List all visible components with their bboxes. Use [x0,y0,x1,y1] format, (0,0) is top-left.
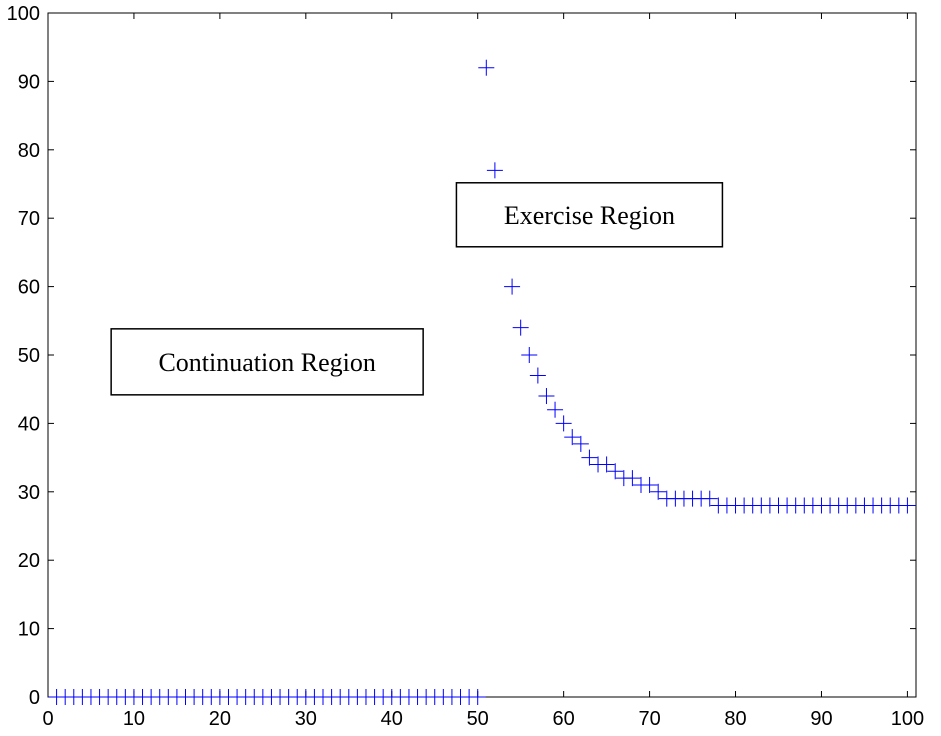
x-tick-label: 10 [123,708,145,730]
x-tick-label: 40 [381,708,403,730]
x-tick-label: 0 [42,708,53,730]
data-point [478,59,495,76]
y-tick-label: 80 [18,140,40,162]
data-point [572,435,589,452]
annotation-box [455,182,724,248]
x-tick-label: 20 [209,708,231,730]
x-tick-label: 90 [810,708,832,730]
y-tick-label: 40 [18,413,40,435]
data-point [701,490,718,507]
y-tick-label: 70 [18,208,40,230]
x-tick-label: 100 [891,708,924,730]
data-point [547,401,564,418]
data-point [598,456,615,473]
data-point [607,463,624,480]
x-tick-label: 30 [295,708,317,730]
data-point [899,497,916,514]
y-tick-label: 20 [18,550,40,572]
x-tick-label: 80 [724,708,746,730]
data-point [529,367,546,384]
x-tick-label: 60 [553,708,575,730]
data-point [555,415,572,432]
data-point [469,689,486,705]
annotation-label: Continuation Region [158,348,375,377]
plot-area: 0 10 20 30 40 50 60 70 80 90 100 0 10 20 30 40 50 60 70 80 9… [7,3,924,730]
data-point [624,470,641,487]
annotation-label: Exercise Region [504,201,675,230]
y-tick-label: 100 [7,3,40,25]
x-tick-label: 70 [638,708,660,730]
y-tick-label: 90 [18,71,40,93]
y-tick-label: 30 [18,482,40,504]
data-point [512,319,529,336]
data-point [650,483,667,500]
data-point [486,162,503,179]
data-point [504,278,521,295]
y-tick-label: 10 [18,619,40,641]
y-tick-label: 0 [29,687,40,709]
data-point [641,476,658,493]
x-tick-label: 50 [467,708,489,730]
y-tick-label: 60 [18,277,40,299]
data-point [538,388,555,405]
data-point [581,449,598,466]
data-point [564,429,581,446]
y-tick-label: 50 [18,345,40,367]
annotation-box [110,328,424,396]
data-point [521,347,538,363]
